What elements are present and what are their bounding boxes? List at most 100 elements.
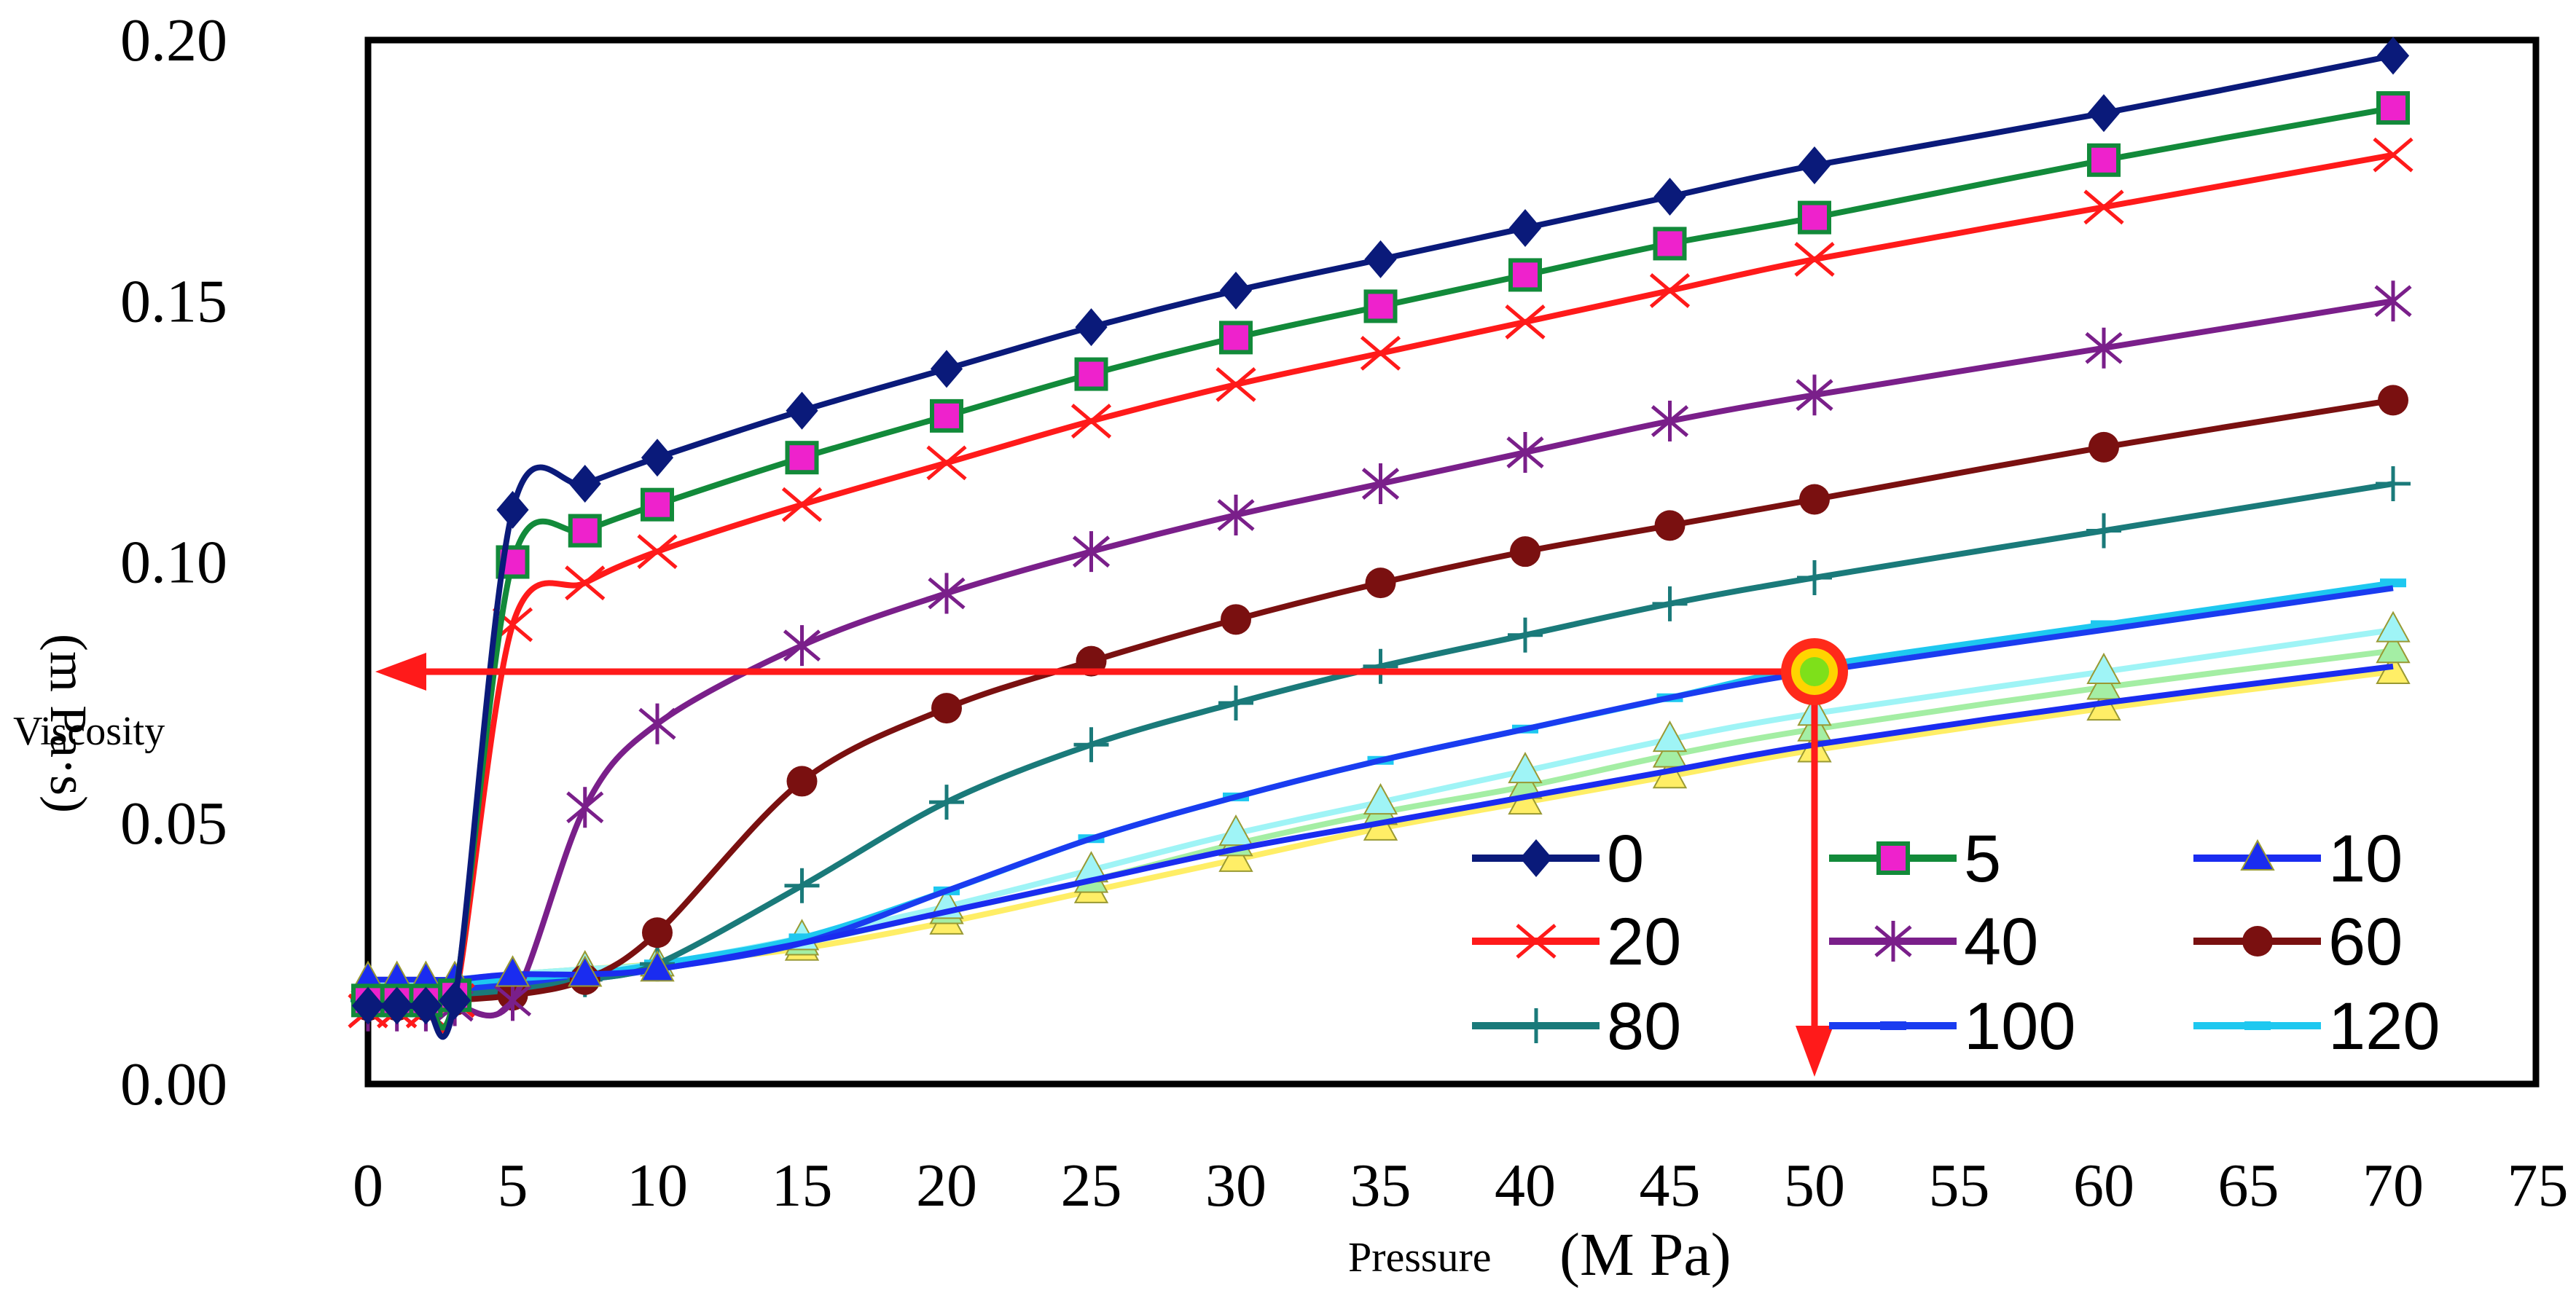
data-point <box>1218 840 1253 872</box>
legend-label: 40 <box>1964 905 2038 979</box>
legend-item-40: 40 <box>1829 905 2038 979</box>
arrow-head-left <box>375 652 426 691</box>
data-point <box>1217 495 1255 536</box>
legend-label: 60 <box>2328 905 2403 979</box>
data-point <box>1794 242 1835 277</box>
data-point <box>926 445 967 481</box>
legend-item-60: 60 <box>2193 905 2403 979</box>
y-axis-unit: (m Pa·s) <box>39 634 98 813</box>
x-tick-label: 20 <box>916 1152 977 1219</box>
y-tick-label: 0.10 <box>120 529 227 597</box>
y-tick-label: 0.20 <box>120 7 227 74</box>
x-tick-label: 5 <box>498 1152 528 1219</box>
data-point <box>1360 335 1401 371</box>
data-point <box>495 955 531 987</box>
annotation-layer <box>375 637 1848 1077</box>
data-point <box>2380 578 2406 588</box>
plot-area <box>364 36 2540 1088</box>
data-point <box>1363 648 1398 684</box>
x-axis-unit: (M Pa) <box>1559 1221 1731 1289</box>
data-point <box>637 534 678 570</box>
data-point <box>928 573 966 614</box>
data-point <box>2376 610 2411 643</box>
legend-item-100: 100 <box>1829 989 2076 1064</box>
data-point <box>1508 752 1543 784</box>
legend-label: 20 <box>1607 905 1681 979</box>
legend-item-120: 120 <box>2193 989 2440 1064</box>
data-point <box>1073 727 1109 763</box>
data-point <box>2376 36 2410 75</box>
data-point <box>638 703 676 745</box>
data-point <box>1651 401 1689 442</box>
legend-label: 5 <box>1964 822 2001 896</box>
x-tick-label: 10 <box>627 1152 688 1219</box>
legend-item-20: 20 <box>1472 905 1681 979</box>
data-point <box>1215 366 1256 402</box>
x-tick-label: 30 <box>1205 1152 1267 1219</box>
data-point <box>380 986 413 1025</box>
data-point <box>1510 536 1540 567</box>
data-point <box>786 391 818 430</box>
data-point <box>439 981 471 1020</box>
data-point <box>2373 137 2413 173</box>
data-point <box>783 625 821 667</box>
legend-marker <box>1874 921 1912 962</box>
legend-label: 80 <box>1607 989 1681 1064</box>
legend-marker <box>1516 924 1557 959</box>
x-axis-label: Pressure <box>1348 1233 1492 1281</box>
x-tick-label: 25 <box>1061 1152 1122 1219</box>
data-point <box>640 950 675 982</box>
data-point <box>1508 617 1543 653</box>
data-point <box>641 439 674 477</box>
x-tick-label: 75 <box>2508 1152 2569 1219</box>
arrow-head-down <box>1796 1026 1833 1077</box>
data-point <box>642 917 673 948</box>
data-point <box>2087 94 2121 133</box>
legend-item-80: 80 <box>1472 989 1681 1064</box>
data-point <box>1505 305 1546 339</box>
data-point <box>1218 685 1253 720</box>
data-point <box>1796 374 1833 416</box>
data-point <box>2085 327 2123 369</box>
data-point <box>1070 404 1112 439</box>
data-point <box>1221 604 1251 635</box>
data-point <box>568 465 601 503</box>
data-point <box>2088 431 2119 463</box>
data-point <box>1797 559 1832 595</box>
x-tick-label: 70 <box>2362 1152 2424 1219</box>
data-point <box>1365 567 1396 599</box>
data-point <box>1652 720 1688 753</box>
data-point <box>1219 271 1253 310</box>
data-point <box>1218 814 1253 847</box>
data-point <box>351 986 385 1025</box>
y-tick-label: 0.00 <box>120 1050 227 1118</box>
data-point <box>568 955 603 987</box>
highlight-point-inner <box>1800 656 1829 686</box>
legend-item-0: 0 <box>1472 822 1644 896</box>
data-point <box>1363 783 1398 815</box>
legend-item-5: 5 <box>1829 822 2001 896</box>
data-point <box>786 766 818 797</box>
data-point <box>1652 586 1688 621</box>
data-point <box>2086 652 2121 684</box>
data-point <box>1652 736 1688 768</box>
data-point <box>2376 466 2411 502</box>
x-tick-label: 55 <box>1929 1152 1990 1219</box>
x-tick-label: 50 <box>1784 1152 1845 1219</box>
data-point <box>1798 146 1831 184</box>
legend-marker <box>2240 838 2275 871</box>
data-point <box>2083 189 2124 225</box>
data-point <box>568 514 602 548</box>
data-point <box>1654 510 1686 541</box>
x-tick-label: 15 <box>772 1152 833 1219</box>
data-point <box>784 868 820 903</box>
data-point <box>641 487 674 522</box>
data-point <box>1653 227 1687 261</box>
data-point <box>1361 463 1400 505</box>
x-tick-label: 40 <box>1495 1152 1556 1219</box>
data-point <box>931 693 962 724</box>
legend-marker <box>2244 1021 2271 1030</box>
y-axis-label: Viscosity <box>13 709 165 754</box>
series-layer <box>348 36 2413 1040</box>
